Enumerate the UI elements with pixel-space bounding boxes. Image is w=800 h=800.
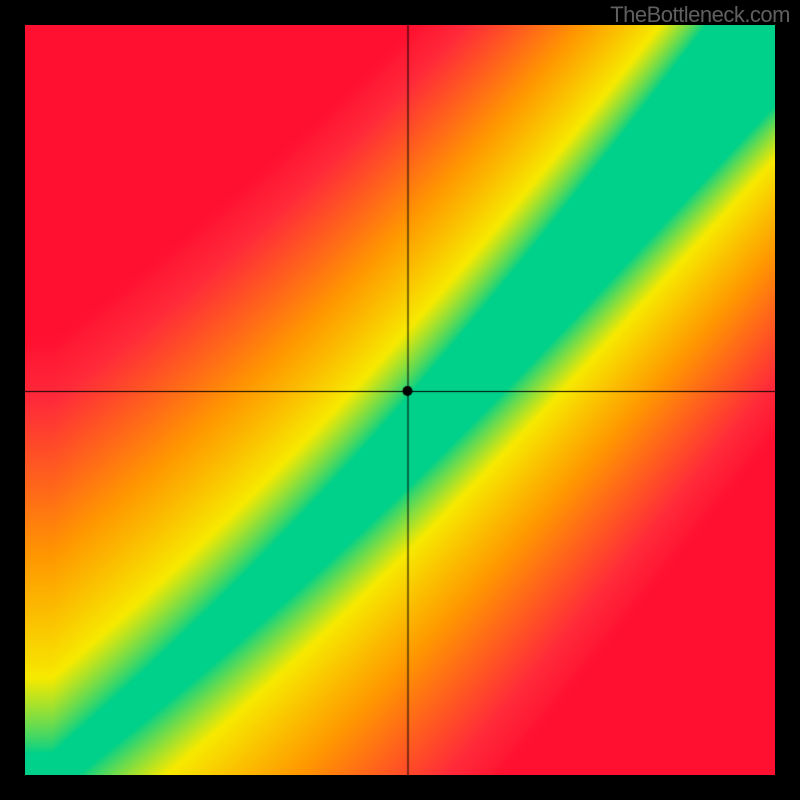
watermark-text: TheBottleneck.com [610, 2, 790, 28]
bottleneck-heatmap [25, 25, 775, 775]
chart-container: TheBottleneck.com [0, 0, 800, 800]
